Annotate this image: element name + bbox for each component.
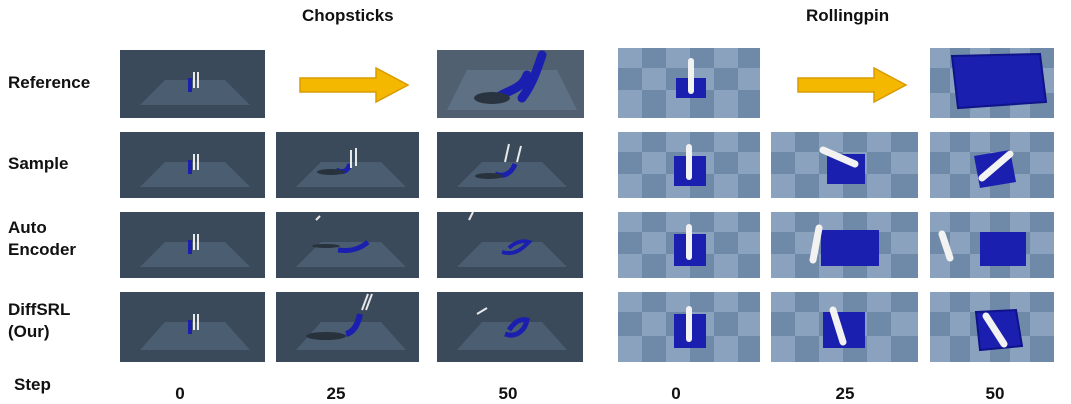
row-label-sample: Sample bbox=[8, 154, 69, 173]
chop-sample-step25-image bbox=[276, 132, 419, 198]
chop-ae-step50-image bbox=[437, 212, 583, 278]
chop-reference-step0-image bbox=[120, 50, 265, 118]
step-roll-50: 50 bbox=[985, 384, 1005, 403]
step-label: Step bbox=[14, 375, 51, 394]
roll-diffsrl-step0-image bbox=[618, 292, 760, 362]
roll-sample-step25-image bbox=[771, 132, 918, 198]
roll-ae-step25-image bbox=[771, 212, 918, 278]
row-label-reference: Reference bbox=[8, 73, 91, 92]
step-chop-25: 25 bbox=[326, 384, 346, 403]
roll-reference-step50-image bbox=[930, 48, 1054, 118]
roll-reference-step0-image bbox=[618, 48, 760, 118]
chop-sample-step50-image bbox=[437, 132, 583, 198]
step-roll-0: 0 bbox=[671, 384, 681, 403]
arrow-roll-icon bbox=[796, 66, 908, 104]
chop-reference-step50-image bbox=[437, 50, 584, 118]
roll-diffsrl-step50-image bbox=[930, 292, 1054, 362]
chop-ae-step0-image bbox=[120, 212, 265, 278]
roll-ae-step50-image bbox=[930, 212, 1054, 278]
roll-sample-step50-image bbox=[930, 132, 1054, 198]
chop-diffsrl-step25-image bbox=[276, 292, 419, 362]
step-roll-25: 25 bbox=[835, 384, 855, 403]
roll-sample-step0-image bbox=[618, 132, 760, 198]
roll-ae-step0-image bbox=[618, 212, 760, 278]
chop-sample-step0-image bbox=[120, 132, 265, 198]
chopsticks-title: Chopsticks bbox=[302, 6, 394, 25]
arrow-chop-icon bbox=[298, 66, 410, 104]
chop-diffsrl-step0-image bbox=[120, 292, 265, 362]
row-label-diffsrl: DiffSRL (Our) bbox=[8, 300, 71, 341]
roll-diffsrl-step25-image bbox=[771, 292, 918, 362]
step-chop-50: 50 bbox=[498, 384, 518, 403]
rollingpin-title: Rollingpin bbox=[806, 6, 890, 25]
step-chop-0: 0 bbox=[175, 384, 185, 403]
row-label-autoencoder: Auto Encoder bbox=[8, 218, 77, 259]
chop-ae-step25-image bbox=[276, 212, 419, 278]
chop-diffsrl-step50-image bbox=[437, 292, 583, 362]
